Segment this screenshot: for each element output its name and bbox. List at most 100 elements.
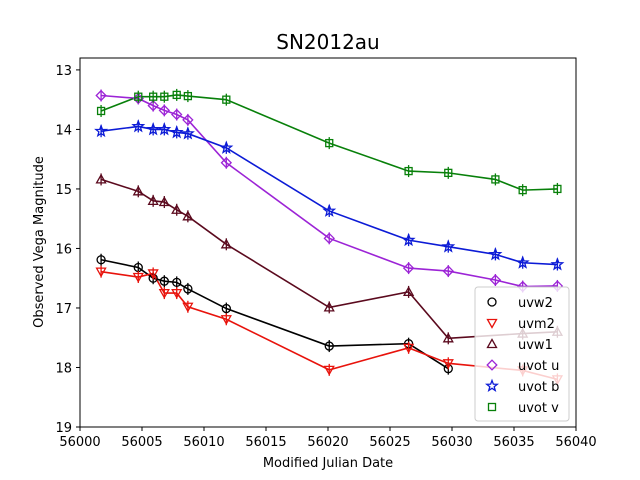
data-point: [96, 255, 106, 265]
data-point: [323, 365, 335, 376]
y-axis-label: Observed Vega Magnitude: [32, 156, 47, 328]
data-point: [95, 89, 107, 102]
x-tick-label: 56005: [121, 435, 162, 450]
data-point: [182, 114, 194, 126]
x-tick-label: 56030: [431, 435, 472, 450]
data-point: [444, 168, 453, 178]
legend-marker: [484, 378, 500, 392]
legend-label: uvot v: [518, 401, 559, 416]
legend-box: [474, 286, 570, 422]
y-tick-label: 17: [55, 302, 72, 317]
data-point: [182, 210, 194, 221]
data-point: [183, 284, 193, 294]
legend-label: uvm2: [518, 317, 555, 332]
data-point: [401, 232, 416, 247]
x-tick-label: 56020: [307, 435, 348, 450]
data-point: [180, 126, 195, 140]
chart-title: SN2012au: [276, 30, 380, 54]
y-tick-label: 14: [55, 123, 72, 138]
x-tick-label: 56025: [369, 435, 410, 450]
data-point: [488, 247, 503, 261]
y-tick-label: 19: [55, 421, 72, 436]
data-point: [515, 255, 530, 269]
data-point: [158, 288, 170, 299]
data-point: [402, 262, 415, 274]
data-point: [441, 239, 456, 253]
legend-label: uvw2: [518, 296, 553, 311]
data-point: [171, 203, 183, 214]
data-point: [158, 104, 171, 117]
data-point: [402, 343, 415, 354]
x-tick-label: 56010: [183, 435, 224, 450]
data-point: [322, 203, 337, 217]
data-point: [324, 341, 334, 351]
data-point: [157, 122, 172, 136]
data-point: [220, 157, 233, 169]
y-tick-label: 13: [55, 64, 72, 79]
series-line-uvw2: [100, 258, 449, 370]
legend-marker: [486, 338, 498, 349]
data-point: [132, 185, 144, 196]
x-tick-label: 56035: [493, 435, 534, 450]
data-point: [158, 196, 170, 207]
data-point: [489, 274, 502, 286]
series-markers: [94, 88, 565, 386]
legend-label: uvot u: [518, 359, 559, 374]
data-point: [491, 175, 500, 184]
x-axis: 56000 56005 56010 56015 56020 56025 56030 56035…: [59, 427, 597, 450]
series-line-uvw1: [100, 178, 558, 340]
data-point: [323, 232, 335, 245]
data-point: [172, 277, 182, 288]
legend: uvw2 uvm2 uvw1 uvot u uvot b uvot v: [474, 286, 570, 422]
y-tick-label: 18: [55, 361, 72, 376]
data-point: [147, 99, 159, 112]
x-tick-label: 56015: [245, 435, 286, 450]
legend-label: uvw1: [518, 338, 553, 353]
data-point: [147, 195, 159, 205]
data-point: [147, 269, 159, 280]
data-point: [221, 303, 231, 314]
data-point: [134, 92, 143, 101]
data-point: [220, 238, 232, 249]
data-point: [222, 95, 231, 104]
data-point: [95, 267, 107, 278]
data-point: [323, 301, 335, 312]
data-point: [402, 286, 415, 297]
data-point: [183, 91, 193, 101]
x-tick-label: 56000: [59, 435, 100, 450]
data-point: [442, 265, 454, 277]
data-point: [169, 125, 184, 139]
data-point: [404, 166, 413, 176]
data-point: [146, 122, 161, 136]
data-point: [149, 92, 158, 101]
data-point: [171, 108, 183, 121]
data-point: [220, 315, 232, 326]
data-point: [172, 90, 181, 100]
y-tick-label: 15: [55, 183, 72, 198]
y-axis: 13 14 15 16 17 18 19: [55, 64, 80, 436]
data-point: [442, 359, 454, 370]
legend-marker: [486, 359, 498, 371]
data-point: [325, 138, 334, 148]
y-tick-label: 16: [55, 242, 72, 257]
data-point: [159, 276, 169, 286]
legend-marker: [486, 318, 498, 329]
x-axis-label: Modified Julian Date: [263, 456, 393, 471]
data-point: [518, 185, 527, 195]
data-point: [132, 272, 144, 283]
data-point: [95, 173, 107, 184]
data-point: [96, 106, 106, 116]
data-point: [171, 288, 183, 299]
data-point: [182, 302, 194, 313]
data-point: [94, 123, 109, 138]
legend-marker: [487, 297, 497, 307]
data-point: [550, 257, 565, 271]
legend-label: uvot b: [518, 380, 559, 395]
data-point: [160, 92, 169, 101]
x-tick-label: 56040: [555, 435, 596, 450]
data-point: [131, 119, 146, 133]
legend-marker: [487, 402, 497, 412]
data-point: [553, 184, 562, 194]
